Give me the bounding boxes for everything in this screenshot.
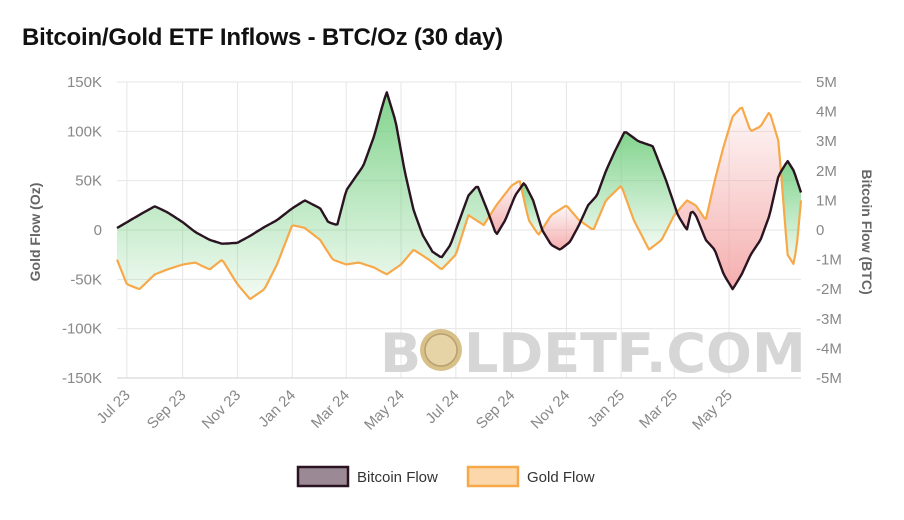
area-bitcoin-below xyxy=(676,107,781,290)
x-tick-label: Sep 23 xyxy=(144,387,190,433)
right-tick-label: 1M xyxy=(816,192,837,209)
left-axis-ticks: 150K 100K 50K 0 -50K -100K -150K xyxy=(62,74,102,387)
right-tick-label: 0 xyxy=(816,222,824,239)
x-tick-label: May 24 xyxy=(361,387,408,434)
left-tick-label: 100K xyxy=(67,123,102,140)
right-tick-label: 4M xyxy=(816,104,837,121)
legend-swatch-gold xyxy=(466,465,520,488)
grid xyxy=(117,81,801,379)
x-tick-label: Jul 23 xyxy=(93,387,133,427)
watermark: B LDETF.COM xyxy=(380,322,806,385)
left-tick-label: -100K xyxy=(62,321,102,338)
bitcoin-flow-line xyxy=(116,91,803,291)
flow-difference-areas xyxy=(117,92,801,300)
legend-item-bitcoin[interactable]: Bitcoin Flow xyxy=(296,465,438,488)
left-axis-title: Gold Flow (Oz) xyxy=(27,183,43,282)
chart-title: Bitcoin/Gold ETF Inflows - BTC/Oz (30 da… xyxy=(22,24,503,51)
area-bitcoin-above xyxy=(580,132,677,250)
gold-flow-line xyxy=(115,106,803,301)
area-bitcoin-above xyxy=(521,183,543,235)
right-tick-label: -5M xyxy=(816,370,842,387)
x-tick-label: Jul 24 xyxy=(422,387,462,427)
left-tick-label: -50K xyxy=(70,271,102,288)
legend-label-bitcoin: Bitcoin Flow xyxy=(357,469,438,486)
x-tick-label: May 25 xyxy=(689,387,736,434)
area-bitcoin-below xyxy=(542,206,581,250)
right-tick-label: 2M xyxy=(816,163,837,180)
right-tick-label: 3M xyxy=(816,133,837,150)
right-tick-label: -3M xyxy=(816,311,842,328)
right-axis-title: Bitcoin Flow (BTC) xyxy=(859,169,875,294)
watermark-right: LDETF.COM xyxy=(464,322,806,385)
coin-icon xyxy=(420,329,462,371)
x-axis-ticks: Jul 23 Sep 23 Nov 23 Jan 24 Mar 24 May 24 Jul … xyxy=(93,387,736,434)
legend-swatch-bitcoin xyxy=(296,465,350,488)
x-tick-label: Jan 25 xyxy=(584,387,628,431)
x-tick-label: Jan 24 xyxy=(255,387,299,431)
left-tick-label: 50K xyxy=(75,173,102,190)
x-tick-label: Mar 24 xyxy=(308,387,353,432)
left-tick-label: 0 xyxy=(94,222,102,239)
right-tick-label: 5M xyxy=(816,74,837,91)
right-axis-ticks: 5M 4M 3M 2M 1M 0 -1M -2M -3M -4M -5M xyxy=(816,74,842,387)
left-tick-label: -150K xyxy=(62,370,102,387)
watermark-left: B xyxy=(380,322,421,385)
x-tick-label: Sep 24 xyxy=(473,387,519,433)
legend: Bitcoin Flow Gold Flow xyxy=(296,465,595,488)
right-tick-label: -1M xyxy=(816,252,842,269)
legend-item-gold[interactable]: Gold Flow xyxy=(466,465,595,488)
area-bitcoin-below xyxy=(489,181,522,234)
x-tick-label: Mar 25 xyxy=(636,387,681,432)
right-tick-label: -4M xyxy=(816,340,842,357)
legend-label-gold: Gold Flow xyxy=(527,469,595,486)
area-bitcoin-above xyxy=(780,161,801,264)
left-tick-label: 150K xyxy=(67,74,102,91)
right-tick-label: -2M xyxy=(816,281,842,298)
x-tick-label: Nov 23 xyxy=(199,387,245,433)
series-lines xyxy=(115,91,803,301)
x-tick-label: Nov 24 xyxy=(528,387,574,433)
area-bitcoin-above xyxy=(117,92,490,300)
